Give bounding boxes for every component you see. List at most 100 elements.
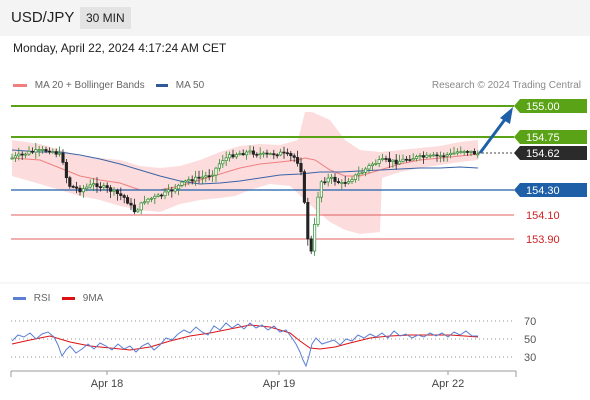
price-tag-support-text: 154.30	[526, 185, 560, 197]
candle-body	[435, 154, 439, 157]
candle-body	[357, 172, 361, 176]
candle-body	[360, 171, 364, 174]
rsi-level-70-label: 70	[524, 316, 536, 328]
forecast-arrow-head	[500, 107, 513, 124]
candle-body	[391, 159, 395, 162]
candle-body	[197, 176, 201, 179]
candle-body	[194, 176, 198, 182]
candle-body	[472, 151, 476, 155]
candle-body	[54, 151, 58, 155]
candle-body	[129, 202, 133, 206]
candle-body	[415, 156, 419, 159]
candle-body	[95, 183, 99, 188]
candle-body	[238, 153, 242, 155]
candle-body	[132, 204, 136, 213]
chart-header: USD/JPY 30 MIN	[0, 0, 590, 36]
candle-body	[455, 151, 459, 154]
candle-body	[255, 153, 259, 156]
timestamp: Monday, April 22, 2024 4:17:24 AM CET	[13, 41, 227, 55]
candle-body	[313, 224, 317, 252]
rsi-line	[11, 322, 478, 368]
price-tag-resistance: 154.75	[514, 130, 587, 144]
candle-body	[13, 155, 17, 159]
ma50-line	[11, 149, 479, 185]
candle-body	[47, 150, 51, 153]
candle-body	[326, 177, 330, 183]
ma20-line	[11, 153, 479, 191]
candle-body	[272, 153, 276, 156]
candle-body	[309, 238, 313, 252]
candle-body	[302, 171, 306, 203]
x-label-apr18: Apr 18	[91, 378, 123, 390]
candle-body	[78, 187, 82, 193]
candle-body	[425, 154, 429, 158]
price-label-pivot-2: 153.90	[526, 234, 560, 246]
candle-body	[37, 149, 41, 151]
candle-body	[211, 174, 215, 177]
candle-body	[34, 149, 38, 153]
candle-body	[319, 181, 323, 198]
candle-body	[316, 196, 320, 225]
candle-body	[275, 154, 279, 157]
legend-label-rsi: RSI	[33, 293, 51, 304]
forecast-arrow-shaft	[478, 117, 508, 154]
candle-body	[333, 176, 337, 182]
candle-body	[68, 177, 72, 187]
candle-body	[92, 183, 96, 186]
legend-ma20-bollinger: MA 20 + Bollinger Bands	[13, 80, 145, 91]
price-tag-current-text: 154.62	[526, 148, 560, 160]
candle-body	[44, 149, 48, 152]
symbol-label: USD/JPY	[11, 9, 75, 26]
candle-body	[51, 151, 55, 153]
candle-body	[347, 181, 351, 184]
candlestick-series	[10, 142, 480, 256]
candle-body	[370, 163, 374, 166]
timeframe-badge[interactable]: 30 MIN	[80, 7, 131, 29]
candle-body	[98, 186, 102, 189]
candle-body	[160, 194, 164, 197]
candle-body	[221, 160, 225, 165]
candle-body	[217, 163, 221, 169]
candle-body	[146, 198, 150, 203]
candle-body	[279, 151, 283, 156]
candle-body	[58, 152, 62, 155]
price-tag-current: 154.62	[514, 146, 587, 160]
candle-body	[459, 151, 463, 153]
price-label-pivot-1: 154.10	[526, 210, 560, 222]
candle-body	[469, 151, 473, 153]
candle-body	[285, 152, 289, 155]
candle-body	[143, 201, 147, 204]
candle-body	[306, 201, 310, 240]
candle-body	[126, 197, 130, 204]
candle-body	[245, 151, 249, 156]
legend-label-ma20: MA 20 + Bollinger Bands	[34, 80, 145, 91]
price-tag-target-text: 155.00	[526, 101, 560, 113]
candle-body	[183, 180, 187, 183]
bollinger-band	[12, 112, 478, 234]
candle-body	[187, 179, 191, 182]
legend-rsi-ma: 9MA	[62, 293, 103, 304]
candle-body	[411, 158, 415, 161]
candle-body	[282, 151, 286, 154]
candle-body	[265, 152, 269, 155]
candle-body	[442, 155, 446, 158]
candle-body	[364, 168, 368, 173]
candle-body	[81, 188, 85, 193]
candle-body	[350, 179, 354, 182]
candle-body	[367, 165, 371, 170]
candle-body	[115, 189, 119, 195]
rsi-level-30-label: 30	[524, 352, 536, 364]
candle-body	[258, 153, 262, 156]
price-tag-target: 155.00	[514, 99, 587, 113]
candle-body	[231, 154, 235, 158]
candle-body	[466, 151, 470, 153]
candle-body	[241, 153, 245, 156]
candle-body	[374, 163, 378, 165]
candle-body	[323, 181, 327, 184]
rsi-panel: 70 50 30	[11, 316, 536, 368]
legend-swatch-ma20	[13, 83, 27, 87]
candle-body	[10, 157, 14, 160]
candle-body	[214, 167, 218, 176]
candle-body	[153, 195, 157, 199]
